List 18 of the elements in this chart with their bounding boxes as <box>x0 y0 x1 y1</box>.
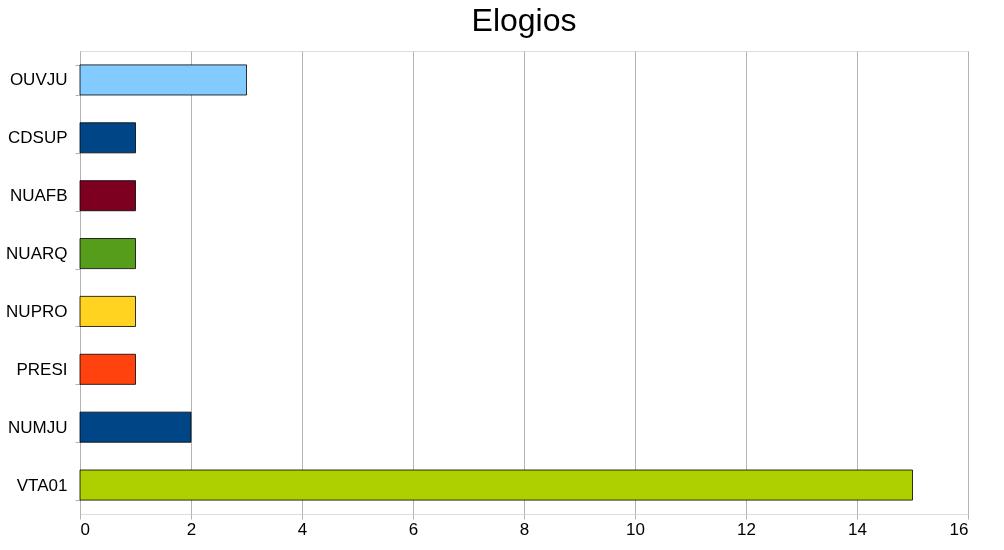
x-tick-label: 8 <box>519 519 530 539</box>
y-tick-label: NUMJU <box>8 417 68 437</box>
x-tick-label: 12 <box>737 519 756 539</box>
x-tick-label: 14 <box>848 519 867 539</box>
chart-title: Elogios <box>471 2 577 38</box>
x-tick-label: 6 <box>408 519 419 539</box>
y-tick-label: NUPRO <box>6 301 68 321</box>
x-tick-label: 0 <box>80 519 90 539</box>
y-tick-label: PRESI <box>16 359 68 379</box>
x-tick-label: 10 <box>626 519 645 539</box>
x-tick-label: 4 <box>297 519 308 539</box>
y-tick-label: OUVJU <box>9 70 68 90</box>
y-tick-label: NUARQ <box>6 244 68 264</box>
x-tick-label: 2 <box>186 519 197 539</box>
y-tick-label: VTA01 <box>16 475 68 495</box>
y-tick-label: NUAFB <box>9 186 68 206</box>
x-tick-label: 16 <box>949 519 969 539</box>
y-tick-label: CDSUP <box>7 128 68 148</box>
